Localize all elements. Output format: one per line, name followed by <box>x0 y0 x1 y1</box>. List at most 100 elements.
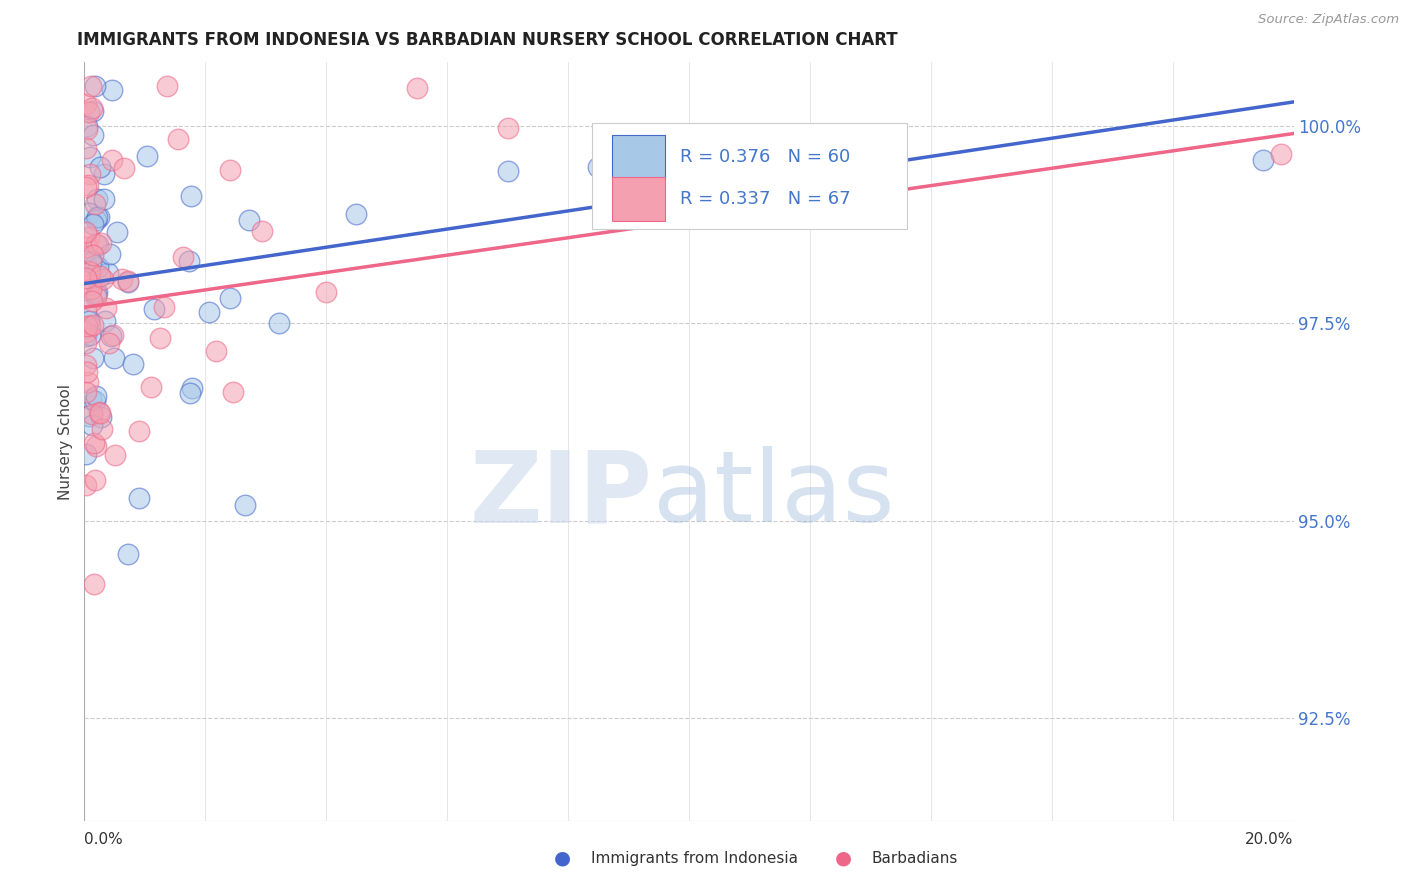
Point <box>205 344 228 359</box>
Point <box>75 270 97 285</box>
Point <box>80 255 103 269</box>
Point <box>98 246 121 260</box>
Text: Immigrants from Indonesia: Immigrants from Indonesia <box>591 851 797 865</box>
Point <box>117 274 139 288</box>
Point <box>79 392 101 406</box>
Point <box>84 439 107 453</box>
Point <box>181 381 204 395</box>
Point <box>80 282 103 296</box>
Point <box>218 163 240 178</box>
Point <box>75 141 97 155</box>
Point <box>76 365 98 379</box>
Point <box>82 247 104 261</box>
Point <box>75 336 97 351</box>
Point <box>139 380 162 394</box>
Point <box>93 192 115 206</box>
Point <box>83 577 105 591</box>
Point <box>82 417 104 432</box>
Point <box>84 286 107 301</box>
Point <box>98 336 121 351</box>
Text: Barbadians: Barbadians <box>872 851 957 865</box>
Point <box>79 319 101 334</box>
Point <box>315 285 337 299</box>
Point <box>87 210 110 224</box>
Point <box>82 318 104 333</box>
Point <box>588 161 610 175</box>
Point <box>117 547 139 561</box>
Point <box>406 81 429 95</box>
Point <box>79 264 101 278</box>
Point <box>86 210 108 224</box>
Text: Source: ZipAtlas.com: Source: ZipAtlas.com <box>1258 13 1399 27</box>
Point <box>84 393 107 408</box>
Point <box>222 385 245 400</box>
Point <box>84 212 107 227</box>
Point <box>156 79 179 94</box>
Point <box>267 316 290 330</box>
Point <box>84 79 107 94</box>
Point <box>218 291 240 305</box>
Point <box>87 405 110 419</box>
Point <box>142 301 165 316</box>
Point <box>80 79 103 94</box>
Point <box>75 97 97 112</box>
Point <box>496 163 519 178</box>
Point <box>90 409 112 424</box>
Point <box>77 206 100 220</box>
Point <box>136 148 159 162</box>
Point <box>75 447 97 461</box>
Text: ●: ● <box>554 848 571 868</box>
FancyBboxPatch shape <box>612 135 665 179</box>
Text: 0.0%: 0.0% <box>84 832 124 847</box>
Point <box>89 268 111 283</box>
Point <box>152 300 174 314</box>
Point <box>76 119 98 133</box>
FancyBboxPatch shape <box>592 123 907 229</box>
Point <box>84 290 107 304</box>
Point <box>172 250 194 264</box>
Text: ZIP: ZIP <box>470 446 652 543</box>
Point <box>75 384 97 399</box>
Point <box>87 260 110 274</box>
Point <box>93 271 115 285</box>
Point <box>83 436 105 450</box>
Point <box>80 294 103 309</box>
Point <box>346 207 368 221</box>
Point <box>101 153 124 168</box>
Point <box>179 254 201 268</box>
Point <box>75 326 97 340</box>
Point <box>111 272 134 286</box>
Point <box>83 258 105 272</box>
Point <box>112 161 135 176</box>
Point <box>75 180 97 194</box>
Point <box>250 224 273 238</box>
Point <box>75 358 97 372</box>
Point <box>84 197 107 211</box>
Point <box>75 478 97 492</box>
Point <box>76 178 98 193</box>
Point <box>167 131 190 145</box>
Point <box>799 146 821 161</box>
Point <box>198 305 221 319</box>
Point <box>83 473 105 487</box>
Point <box>86 285 108 299</box>
Point <box>82 351 104 365</box>
Point <box>77 264 100 278</box>
Point <box>97 266 120 280</box>
Point <box>101 83 124 97</box>
Point <box>769 169 792 183</box>
Y-axis label: Nursery School: Nursery School <box>58 384 73 500</box>
Text: IMMIGRANTS FROM INDONESIA VS BARBADIAN NURSERY SCHOOL CORRELATION CHART: IMMIGRANTS FROM INDONESIA VS BARBADIAN N… <box>77 31 898 49</box>
Point <box>496 120 519 135</box>
Point <box>179 385 201 400</box>
Point <box>117 275 139 289</box>
Point <box>91 422 114 436</box>
Point <box>128 424 150 438</box>
Point <box>87 238 110 252</box>
Point <box>77 409 100 423</box>
Point <box>90 235 112 250</box>
Point <box>76 122 98 136</box>
Point <box>103 351 125 365</box>
Point <box>128 491 150 505</box>
Point <box>82 217 104 231</box>
